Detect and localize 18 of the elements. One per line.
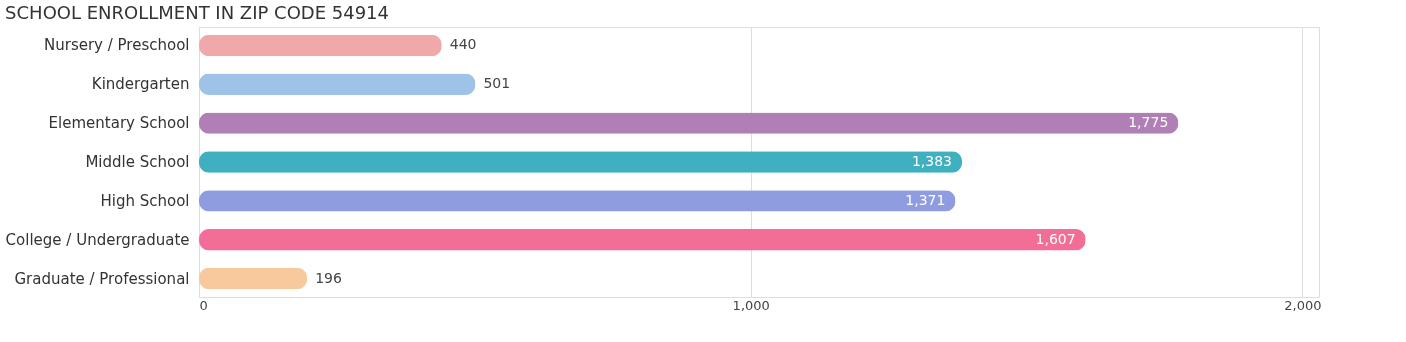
x-tick-label: 1,000: [732, 297, 770, 313]
data-label: 1,607: [1035, 230, 1076, 247]
x-tick-label: 2,000: [1284, 297, 1322, 313]
y-tick-label: High School: [100, 191, 190, 210]
x-tick-label: 0: [199, 297, 208, 313]
y-tick-label: Kindergarten: [91, 75, 190, 94]
data-label: 501: [483, 75, 511, 92]
y-tick-label: Middle School: [85, 153, 190, 171]
data-label: 196: [315, 269, 342, 286]
y-tick-label: Nursery / Preschool: [43, 36, 190, 55]
data-label: 1,383: [911, 153, 953, 169]
y-tick-label: Graduate / Professional: [14, 269, 190, 288]
data-label: 1,775: [1128, 114, 1169, 131]
data-label: 440: [449, 36, 477, 53]
y-tick-label: Elementary School: [48, 114, 190, 133]
data-label: 1,371: [905, 191, 946, 208]
y-tick-label: College / Undergraduate: [5, 230, 190, 249]
chart-title: SCHOOL ENROLLMENT IN ZIP CODE 54914: [5, 2, 390, 23]
